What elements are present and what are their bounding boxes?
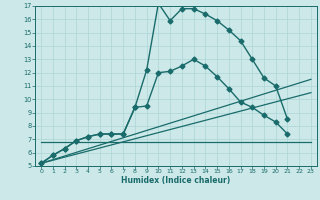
X-axis label: Humidex (Indice chaleur): Humidex (Indice chaleur) (121, 176, 231, 185)
